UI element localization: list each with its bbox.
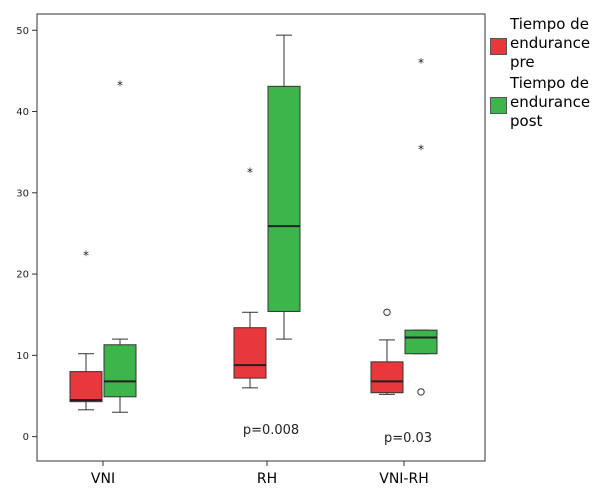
extreme-RH-pre-0: * xyxy=(247,165,253,179)
box-VNI-post xyxy=(103,344,137,398)
y-tick-label-50: 50 xyxy=(16,26,29,37)
y-tick-label-10: 10 xyxy=(16,351,29,362)
outlier-VNI-RH-pre-0 xyxy=(383,308,391,316)
extreme-VNI-RH-post-0: * xyxy=(418,143,424,157)
box-VNI-pre xyxy=(69,371,103,403)
legend-label-pre: Tiempo de endurance pre xyxy=(510,15,591,71)
legend-swatch-pre xyxy=(490,38,507,55)
box-VNI-RH-post xyxy=(404,329,438,355)
box-VNI-RH-pre xyxy=(370,361,404,394)
box-RH-post xyxy=(267,85,301,312)
annotation-p-value-0: p=0.008 xyxy=(243,423,299,438)
y-tick-label-0: 0 xyxy=(23,432,29,443)
y-axis: 0 10 20 30 40 50 xyxy=(16,26,37,443)
x-axis: VNI RH VNI-RH xyxy=(91,461,429,487)
extreme-VNI-pre-0: * xyxy=(83,248,89,262)
x-category-label-VNI: VNI xyxy=(91,471,115,487)
y-tick-label-20: 20 xyxy=(16,270,29,281)
y-tick-label-30: 30 xyxy=(16,188,29,199)
legend-item-post: Tiempo de endurance post xyxy=(490,73,612,130)
y-tick-label-40: 40 xyxy=(16,107,29,118)
boxes-group: * * * * * xyxy=(69,34,438,413)
legend-swatch-post xyxy=(490,97,507,114)
extreme-VNI-RH-post-1: * xyxy=(418,56,424,70)
legend: Tiempo de endurance pre Tiempo de endura… xyxy=(490,14,612,132)
box-RH-pre xyxy=(233,327,267,379)
outlier-VNI-RH-post-0 xyxy=(417,388,425,396)
extreme-VNI-post-0: * xyxy=(117,79,123,93)
x-category-label-VNI-RH: VNI-RH xyxy=(379,471,429,487)
legend-label-post: Tiempo de endurance post xyxy=(510,74,591,130)
annotations-group: p=0.008 p=0.03 xyxy=(243,423,432,446)
x-category-label-RH: RH xyxy=(257,471,277,487)
legend-item-pre: Tiempo de endurance pre xyxy=(490,14,612,71)
annotation-p-value-1: p=0.03 xyxy=(384,431,432,446)
